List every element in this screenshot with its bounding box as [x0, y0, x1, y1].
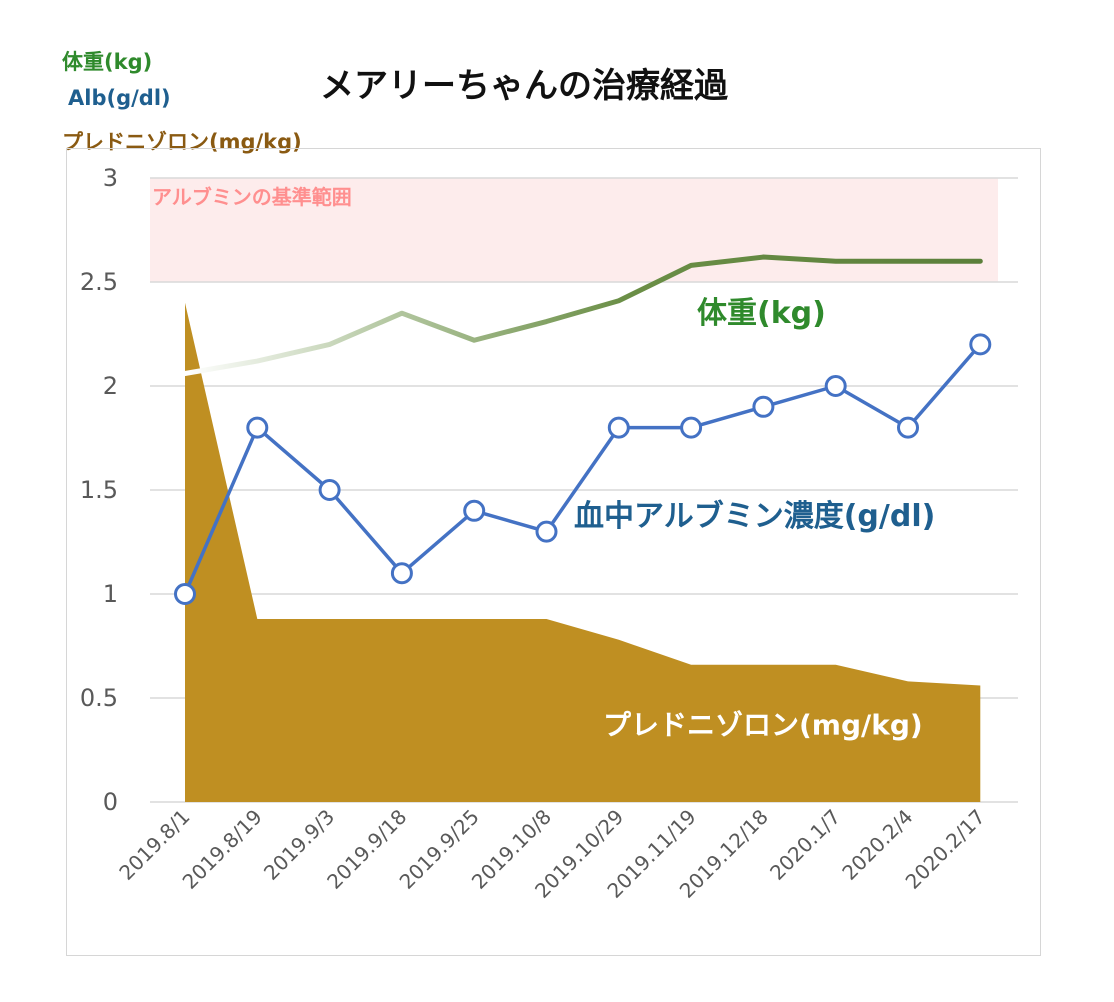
albumin-point — [535, 520, 558, 543]
prednisolone-area — [185, 302, 981, 802]
reference-band-label: アルブミンの基準範囲 — [152, 185, 352, 209]
plot-frame — [66, 148, 1041, 956]
albumin-point — [897, 416, 919, 439]
albumin-point — [174, 583, 196, 605]
y-tick-label: 3 — [103, 164, 118, 192]
albumin-point — [390, 562, 413, 585]
albumin-point — [680, 416, 703, 439]
x-tick-label: 2019.8/19 — [178, 805, 267, 894]
albumin-point — [969, 333, 992, 356]
albumin-point — [463, 499, 486, 522]
albumin-line — [183, 343, 982, 595]
prednisolone-series-label: プレドニゾロン(mg/kg) — [603, 708, 923, 741]
albumin-point — [607, 416, 630, 439]
weight-line — [182, 254, 983, 377]
weight-series-label: 体重(kg) — [697, 296, 826, 331]
legend-weight: 体重(kg) — [62, 50, 153, 74]
x-tick-label: 2020.1/7 — [765, 805, 845, 885]
legend-prednisolone: プレドニゾロン(mg/kg) — [62, 130, 302, 154]
albumin-point — [246, 416, 269, 439]
y-tick-label: 1 — [103, 580, 118, 608]
albumin-point — [824, 375, 847, 397]
y-tick-label: 0.5 — [80, 684, 118, 712]
x-tick-label: 2020.2/17 — [901, 805, 990, 894]
y-tick-label: 2.5 — [80, 268, 118, 296]
y-tick-label: 2 — [103, 372, 118, 400]
albumin-point — [318, 479, 341, 501]
albumin-series-label: 血中アルブミン濃度(g/dl) — [574, 499, 935, 534]
reference-band — [150, 178, 998, 282]
albumin-point — [752, 395, 775, 418]
y-tick-label: 0 — [103, 788, 118, 816]
chart-title: メアリーちゃんの治療経過 — [320, 66, 728, 106]
legend-albumin: Alb(g/dl) — [68, 86, 171, 110]
y-tick-label: 1.5 — [80, 476, 118, 504]
